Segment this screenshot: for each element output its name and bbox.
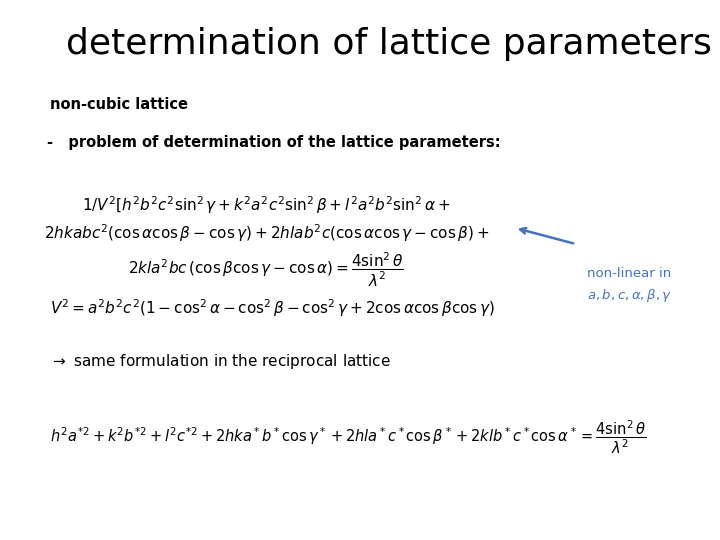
Text: $\rightarrow$ same formulation in the reciprocal lattice: $\rightarrow$ same formulation in the re… <box>50 352 391 371</box>
Text: -   problem of determination of the lattice parameters:: - problem of determination of the lattic… <box>47 135 500 150</box>
Text: $1/V^2[h^2b^2c^2\sin^2\gamma + k^2a^2c^2\sin^2\beta + l^2a^2b^2\sin^2\alpha +$: $1/V^2[h^2b^2c^2\sin^2\gamma + k^2a^2c^2… <box>82 194 451 216</box>
Text: $2hkabc^2(\cos\alpha\cos\beta - \cos\gamma) + 2hlab^2c(\cos\alpha\cos\gamma - \c: $2hkabc^2(\cos\alpha\cos\beta - \cos\gam… <box>44 222 489 244</box>
Text: $2kla^2bc\,(\cos\beta\cos\gamma - \cos\alpha) = \dfrac{4\sin^2\theta}{\lambda^2}: $2kla^2bc\,(\cos\beta\cos\gamma - \cos\a… <box>128 251 405 289</box>
Text: non-cubic lattice: non-cubic lattice <box>50 97 189 112</box>
Text: $h^2a^{*2} + k^2b^{*2} + l^2c^{*2} + 2hka^*b^*\cos\gamma^* + 2hla^*c^*\cos\beta^: $h^2a^{*2} + k^2b^{*2} + l^2c^{*2} + 2hk… <box>50 418 647 456</box>
Text: non-linear in
$a,b,c,\alpha,\beta,\gamma$: non-linear in $a,b,c,\alpha,\beta,\gamma… <box>587 267 672 305</box>
Text: $V^2 = a^2b^2c^2(1-\cos^2\alpha - \cos^2\beta - \cos^2\gamma + 2\cos\alpha\cos\b: $V^2 = a^2b^2c^2(1-\cos^2\alpha - \cos^2… <box>50 297 495 319</box>
Text: determination of lattice parameters: determination of lattice parameters <box>66 27 712 61</box>
